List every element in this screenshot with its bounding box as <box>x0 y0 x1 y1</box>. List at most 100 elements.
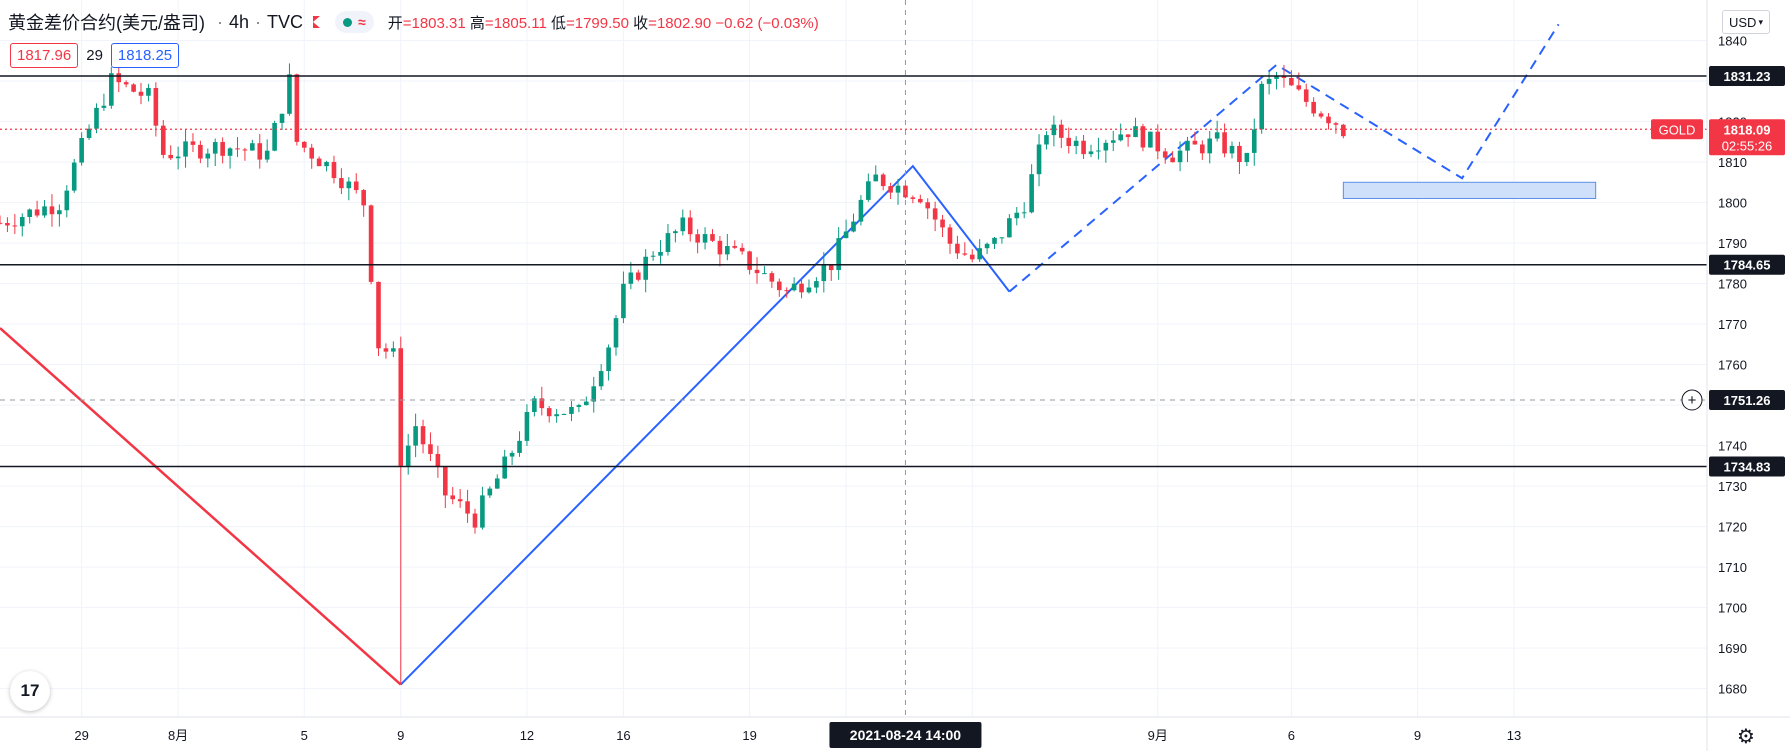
candle-body <box>1170 157 1175 163</box>
candle-body <box>687 217 693 235</box>
candle-body <box>49 206 55 215</box>
horizontal-lines[interactable] <box>0 75 1707 468</box>
candle-body <box>27 209 32 218</box>
candle-body <box>86 128 92 139</box>
candle-body <box>695 234 700 243</box>
crosshair-date-label: 2021-08-24 14:00 <box>850 727 962 743</box>
candle-body <box>1096 150 1101 152</box>
currency-label: USD <box>1729 14 1757 30</box>
currency-select[interactable]: USD ▾ <box>1722 10 1770 34</box>
ohlc-values: 开=1803.31 高=1805.11 低=1799.50 收=1802.90 … <box>387 14 819 32</box>
candle-body <box>346 181 352 189</box>
candle-body <box>539 398 545 409</box>
candle-body <box>554 414 559 417</box>
candle-body <box>1207 138 1213 154</box>
candle-body <box>1059 124 1064 138</box>
candle-body <box>866 181 871 200</box>
candle-body <box>925 202 931 209</box>
candle-body <box>1274 75 1279 79</box>
y-tick-label: 1770 <box>1718 317 1747 332</box>
candle-body <box>799 283 804 293</box>
close-key: 收 <box>633 14 649 32</box>
candle-body <box>658 251 663 256</box>
candle-body <box>969 254 975 260</box>
sell-button[interactable]: 1817.96 <box>10 43 79 68</box>
candle-body <box>168 154 174 159</box>
y-tick-label: 1680 <box>1718 682 1747 697</box>
candle-body <box>383 348 389 352</box>
x-tick-label: 6 <box>1288 728 1295 743</box>
y-tick-label: 1690 <box>1718 641 1747 656</box>
candle-body <box>947 227 953 244</box>
high-key: 高 <box>469 14 485 32</box>
candle-body <box>643 256 648 280</box>
candle-body <box>1214 132 1220 139</box>
close-value: 1802.90 <box>656 14 712 32</box>
candle-body <box>1192 140 1198 145</box>
interval-label[interactable]: 4h <box>229 11 250 32</box>
candle-body <box>153 88 159 126</box>
tradingview-logo-icon[interactable]: 17 <box>10 671 50 711</box>
price-label-bg <box>1709 254 1785 275</box>
candle-body <box>1036 144 1042 175</box>
candle-body <box>1296 85 1302 90</box>
candle-body <box>1259 83 1264 130</box>
flag-icon[interactable] <box>313 16 327 28</box>
symbol-tag-bg <box>1651 119 1703 140</box>
candle-body <box>747 251 752 270</box>
candle-body <box>487 488 493 496</box>
candle-body <box>1162 151 1168 158</box>
candle-body <box>576 405 582 407</box>
candle-body <box>621 283 626 319</box>
candle-body <box>992 237 997 244</box>
candle-body <box>561 413 567 415</box>
candle-body <box>680 217 686 232</box>
candle-body <box>160 125 166 155</box>
candle-body <box>175 156 181 159</box>
chart-grid <box>0 0 1707 717</box>
price-label-bg <box>1709 66 1785 87</box>
candle-body <box>64 190 70 211</box>
candle-body <box>984 243 990 249</box>
candle-body <box>1177 150 1183 163</box>
wave-icon: ≈ <box>358 14 366 30</box>
candle-body <box>198 144 203 159</box>
x-tick-label: 12 <box>520 728 534 743</box>
candle-body <box>932 208 938 220</box>
candle-body <box>717 240 723 255</box>
candle-body <box>405 445 411 466</box>
candle-body <box>376 281 381 349</box>
candle-body <box>955 243 960 254</box>
buy-button[interactable]: 1818.25 <box>110 43 180 68</box>
candle-body <box>1007 218 1012 238</box>
y-tick-label: 1740 <box>1718 439 1747 454</box>
candle-body <box>517 440 522 453</box>
market-status-pill[interactable]: ≈ <box>335 11 374 33</box>
candle-body <box>42 206 47 216</box>
candle-body <box>257 143 263 160</box>
y-tick-label: 1790 <box>1718 236 1747 251</box>
open-value: 1803.31 <box>411 14 466 32</box>
candle-body <box>79 138 84 163</box>
logo-text: 17 <box>20 681 40 700</box>
candle-body <box>858 199 864 222</box>
candle-body <box>1073 140 1079 147</box>
symbol-title[interactable]: 黄金差价合约(美元/盎司) <box>8 13 205 33</box>
candle-body <box>917 198 923 203</box>
candle-body <box>999 237 1005 239</box>
candle-body <box>1088 151 1094 155</box>
candle-body <box>769 273 775 282</box>
settings-gear-icon[interactable]: ⚙ <box>1737 726 1755 748</box>
candle-body <box>123 82 129 85</box>
y-tick-label: 1710 <box>1718 560 1747 575</box>
candle-body <box>138 91 144 96</box>
candle-body <box>776 281 782 291</box>
candle-body <box>205 153 211 159</box>
candle-body <box>12 225 18 227</box>
chevron-down-icon: ▾ <box>1758 16 1763 27</box>
crosshair-date-label-bg <box>829 722 982 748</box>
candle-body <box>1318 113 1324 117</box>
chart-drawings[interactable] <box>0 23 1597 686</box>
